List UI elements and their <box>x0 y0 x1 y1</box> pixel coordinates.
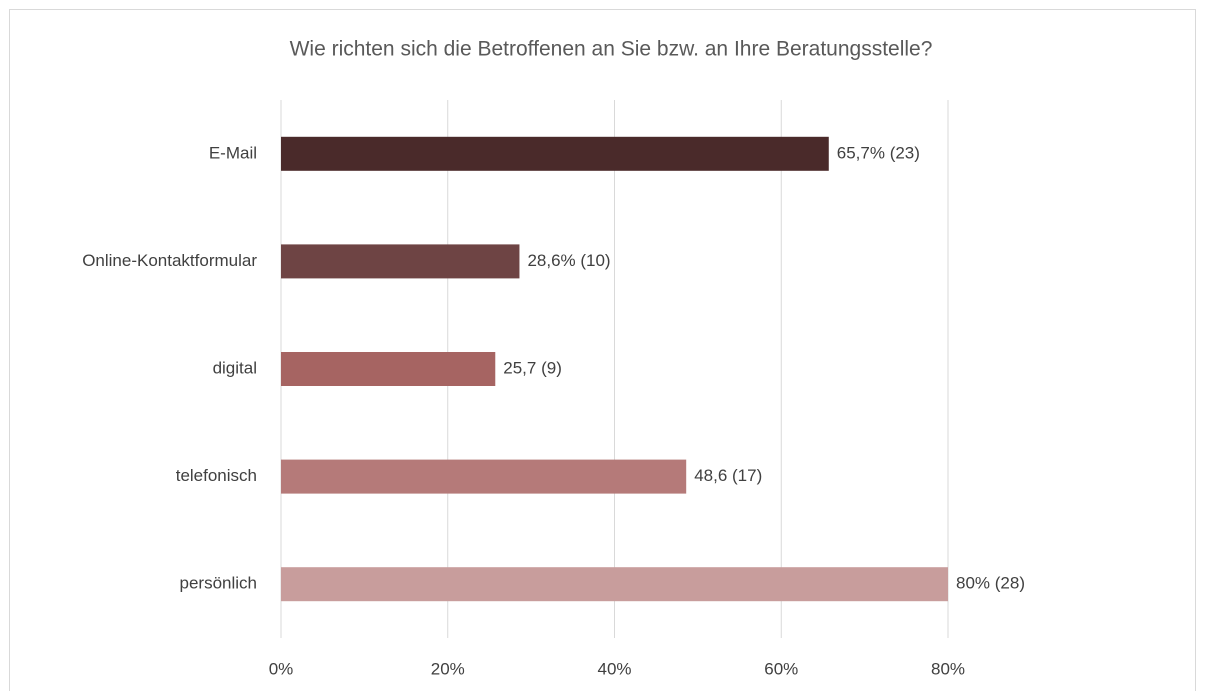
y-tick-label: Online-Kontaktformular <box>82 251 257 270</box>
x-tick-label: 60% <box>764 659 798 678</box>
bar <box>281 136 829 171</box>
x-tick-label: 80% <box>931 659 965 678</box>
data-label: 28,6% (10) <box>527 251 610 270</box>
y-tick-label: persönlich <box>180 574 258 593</box>
data-label: 80% (28) <box>956 574 1025 593</box>
bar <box>281 352 496 386</box>
y-tick-label: E-Mail <box>209 143 257 162</box>
y-tick-label: digital <box>213 358 257 377</box>
chart-title: Wie richten sich die Betroffenen an Sie … <box>290 38 933 61</box>
data-label: 25,7 (9) <box>503 358 562 377</box>
x-tick-label: 0% <box>269 659 294 678</box>
data-label: 65,7% (23) <box>837 143 920 162</box>
data-label: 48,6 (17) <box>694 466 762 485</box>
bar <box>281 244 520 279</box>
y-tick-label: telefonisch <box>176 466 257 485</box>
bar <box>281 459 687 494</box>
bar <box>281 567 948 602</box>
x-tick-label: 20% <box>431 659 465 678</box>
x-tick-label: 40% <box>597 659 631 678</box>
